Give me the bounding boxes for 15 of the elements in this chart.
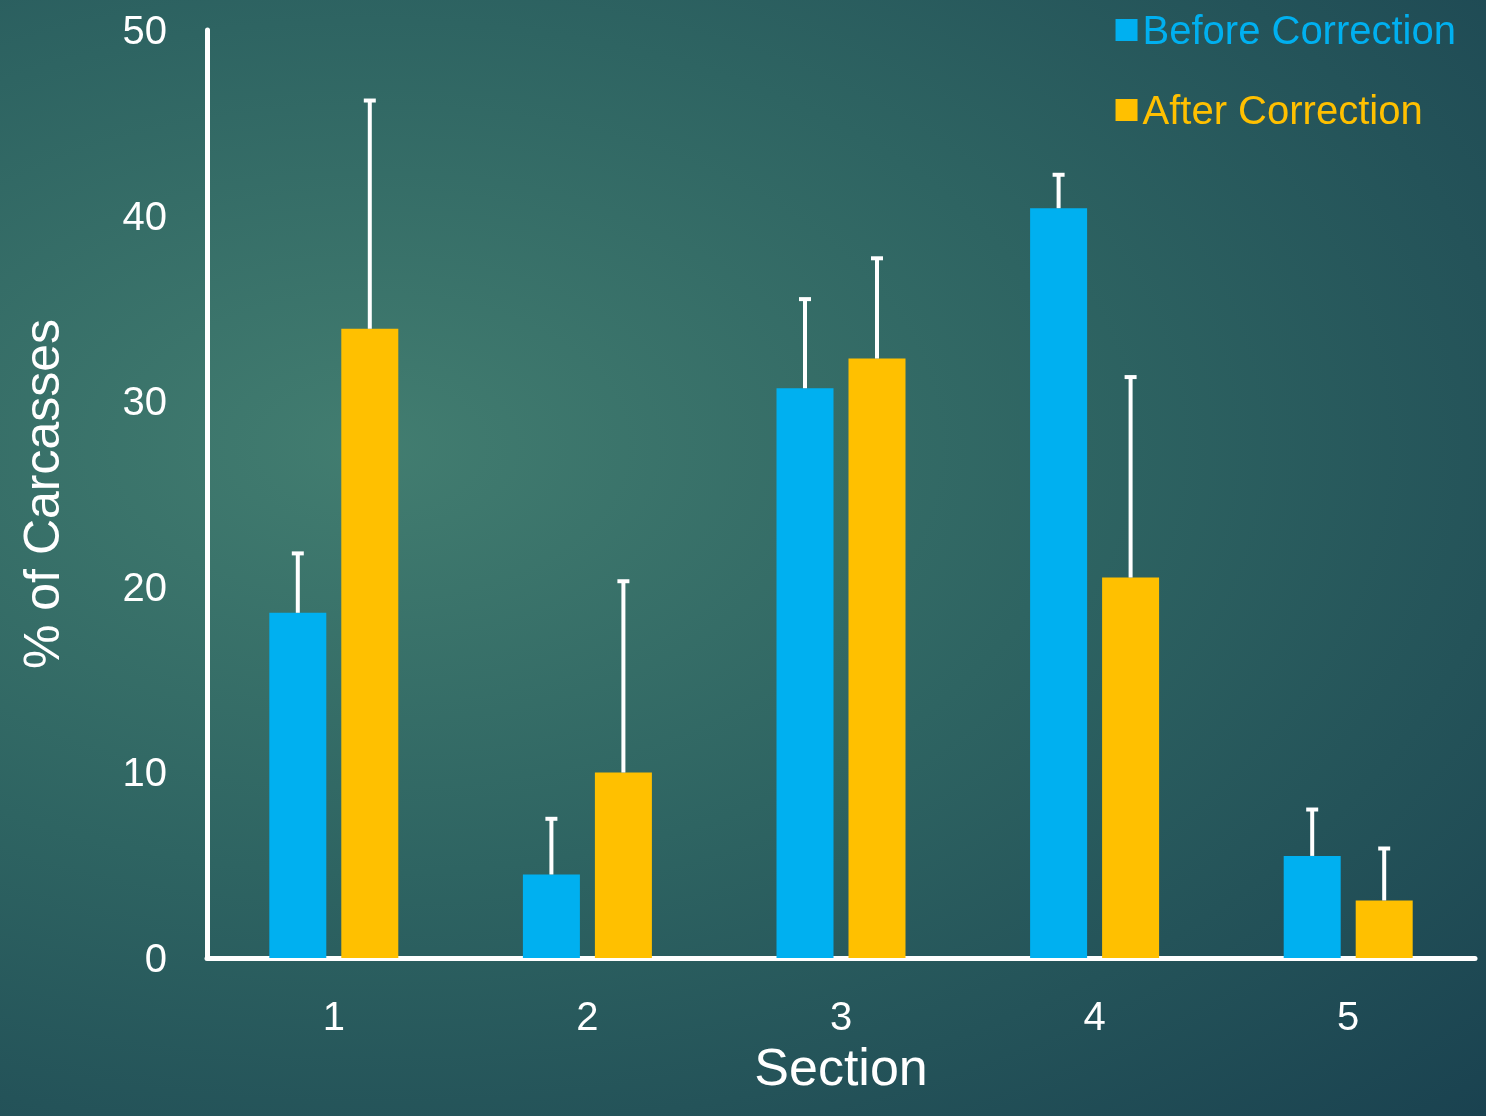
legend-label: After Correction bbox=[1142, 88, 1423, 132]
y-tick-label: 20 bbox=[122, 564, 167, 609]
legend-label: Before Correction bbox=[1142, 8, 1457, 52]
x-tick-label: 3 bbox=[829, 994, 853, 1038]
x-tick-label: 2 bbox=[576, 994, 599, 1038]
x-tick-label: 1 bbox=[322, 994, 345, 1038]
x-tick-label: 5 bbox=[1337, 994, 1360, 1038]
x-axis-title: Section bbox=[754, 1037, 928, 1096]
y-tick-label: 30 bbox=[122, 379, 167, 424]
y-tick-label: 10 bbox=[122, 750, 167, 795]
x-tick-label: 4 bbox=[1083, 994, 1106, 1038]
y-tick-label: 0 bbox=[144, 936, 167, 980]
y-tick-label: 50 bbox=[122, 8, 167, 52]
y-tick-label: 40 bbox=[122, 193, 167, 238]
y-axis-title: % of Carcasses bbox=[14, 318, 70, 670]
